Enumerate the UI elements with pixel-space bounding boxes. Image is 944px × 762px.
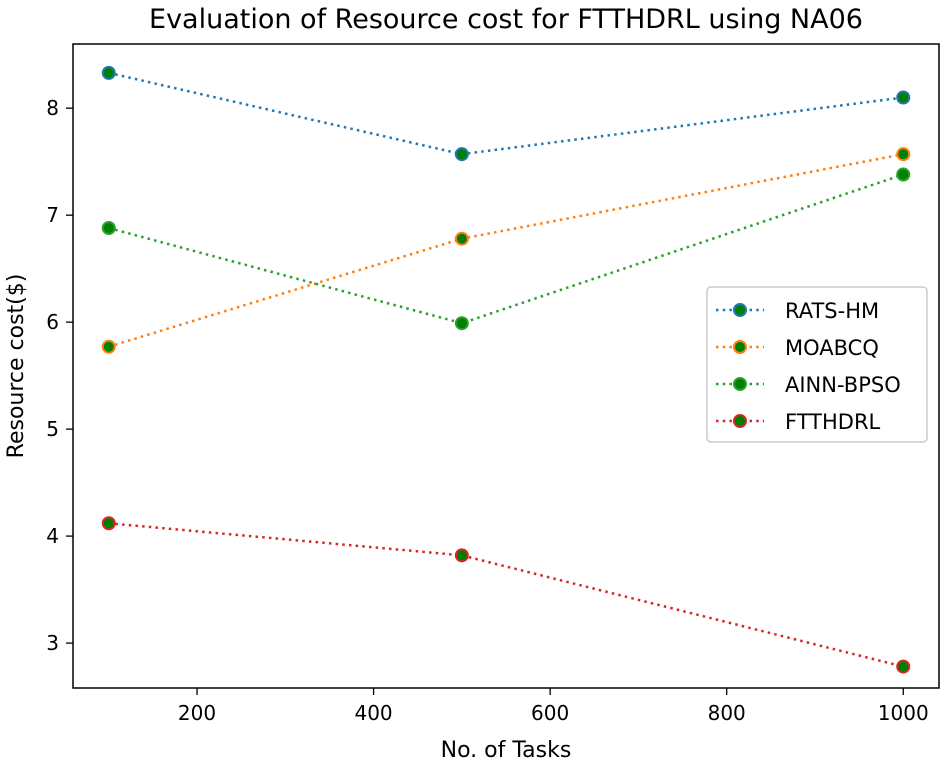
- series-moabcq: [101, 147, 911, 354]
- y-tick-label: 3: [46, 631, 59, 655]
- x-axis-label: No. of Tasks: [441, 738, 572, 762]
- data-point-rats-hm: [896, 90, 911, 105]
- data-point-moabcq: [101, 339, 116, 354]
- x-tick-label: 1000: [878, 701, 929, 725]
- data-point-ainn-bpso: [101, 221, 116, 235]
- x-tick-label: 600: [531, 701, 569, 725]
- legend-marker-moabcq: [733, 340, 747, 354]
- legend-label-moabcq: MOABCQ: [785, 336, 879, 360]
- y-tick-label: 4: [46, 524, 59, 548]
- y-tick-label: 8: [46, 96, 59, 120]
- series-ftthdrl: [101, 516, 911, 674]
- data-point-moabcq: [896, 147, 911, 162]
- data-point-ainn-bpso: [896, 167, 911, 182]
- y-tick-label: 5: [46, 417, 59, 441]
- legend-marker-rats-hm: [733, 303, 747, 317]
- chart-title: Evaluation of Resource cost for FTTHDRL …: [149, 4, 863, 35]
- x-axis-ticks: 200 400 600 800 1000: [178, 688, 929, 725]
- x-tick-label: 200: [178, 701, 216, 725]
- series-ainn-bpso: [101, 167, 911, 331]
- legend-label-rats-hm: RATS-HM: [785, 299, 879, 323]
- legend-marker-ftthdrl: [733, 414, 747, 428]
- legend-box: [706, 286, 928, 443]
- data-point-ftthdrl: [896, 659, 911, 674]
- x-tick-label: 800: [708, 701, 746, 725]
- data-point-ftthdrl: [454, 548, 469, 563]
- legend-label-ftthdrl: FTTHDRL: [785, 410, 881, 434]
- y-axis-label: Resource cost($): [4, 274, 29, 459]
- y-tick-label: 7: [46, 203, 59, 227]
- y-axis-ticks: 3 4 5 6 7 8: [46, 96, 73, 655]
- legend-marker-ainn-bpso: [733, 377, 747, 391]
- series-rats-hm: [101, 65, 911, 162]
- data-point-moabcq: [454, 231, 469, 246]
- series-line-ainn-bpso: [108, 173, 904, 325]
- legend: RATS-HM MOABCQ AINN-BPSO FTTHDRL: [706, 286, 928, 443]
- data-point-rats-hm: [101, 65, 116, 80]
- legend-label-ainn-bpso: AINN-BPSO: [785, 373, 901, 397]
- series-layer: [101, 65, 911, 674]
- y-tick-label: 6: [46, 310, 59, 334]
- x-tick-label: 400: [354, 701, 392, 725]
- data-point-ftthdrl: [101, 516, 116, 531]
- data-point-ainn-bpso: [454, 316, 469, 331]
- series-line-ftthdrl: [108, 522, 904, 668]
- data-point-rats-hm: [454, 147, 469, 162]
